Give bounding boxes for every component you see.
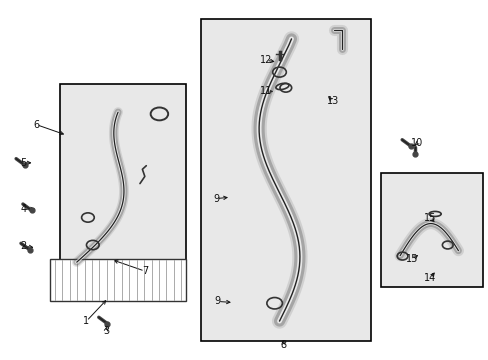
FancyBboxPatch shape [60, 84, 186, 280]
Text: 15: 15 [405, 254, 418, 264]
FancyBboxPatch shape [201, 19, 370, 341]
Text: 1: 1 [83, 316, 89, 326]
Text: 3: 3 [102, 326, 109, 336]
Text: 9: 9 [213, 194, 219, 203]
Text: 9: 9 [214, 296, 221, 306]
Text: 10: 10 [410, 138, 423, 148]
Text: 8: 8 [280, 340, 286, 350]
FancyBboxPatch shape [380, 173, 482, 287]
Text: 14: 14 [423, 273, 435, 283]
Text: 4: 4 [20, 204, 26, 214]
Text: 5: 5 [20, 158, 26, 168]
Text: 12: 12 [260, 55, 272, 65]
Text: 15: 15 [423, 212, 435, 222]
Text: 6: 6 [33, 120, 40, 130]
Text: 7: 7 [142, 266, 148, 276]
Text: 13: 13 [326, 96, 338, 107]
Text: 2: 2 [20, 241, 26, 251]
Text: 11: 11 [260, 86, 272, 96]
Bar [50, 258, 186, 301]
